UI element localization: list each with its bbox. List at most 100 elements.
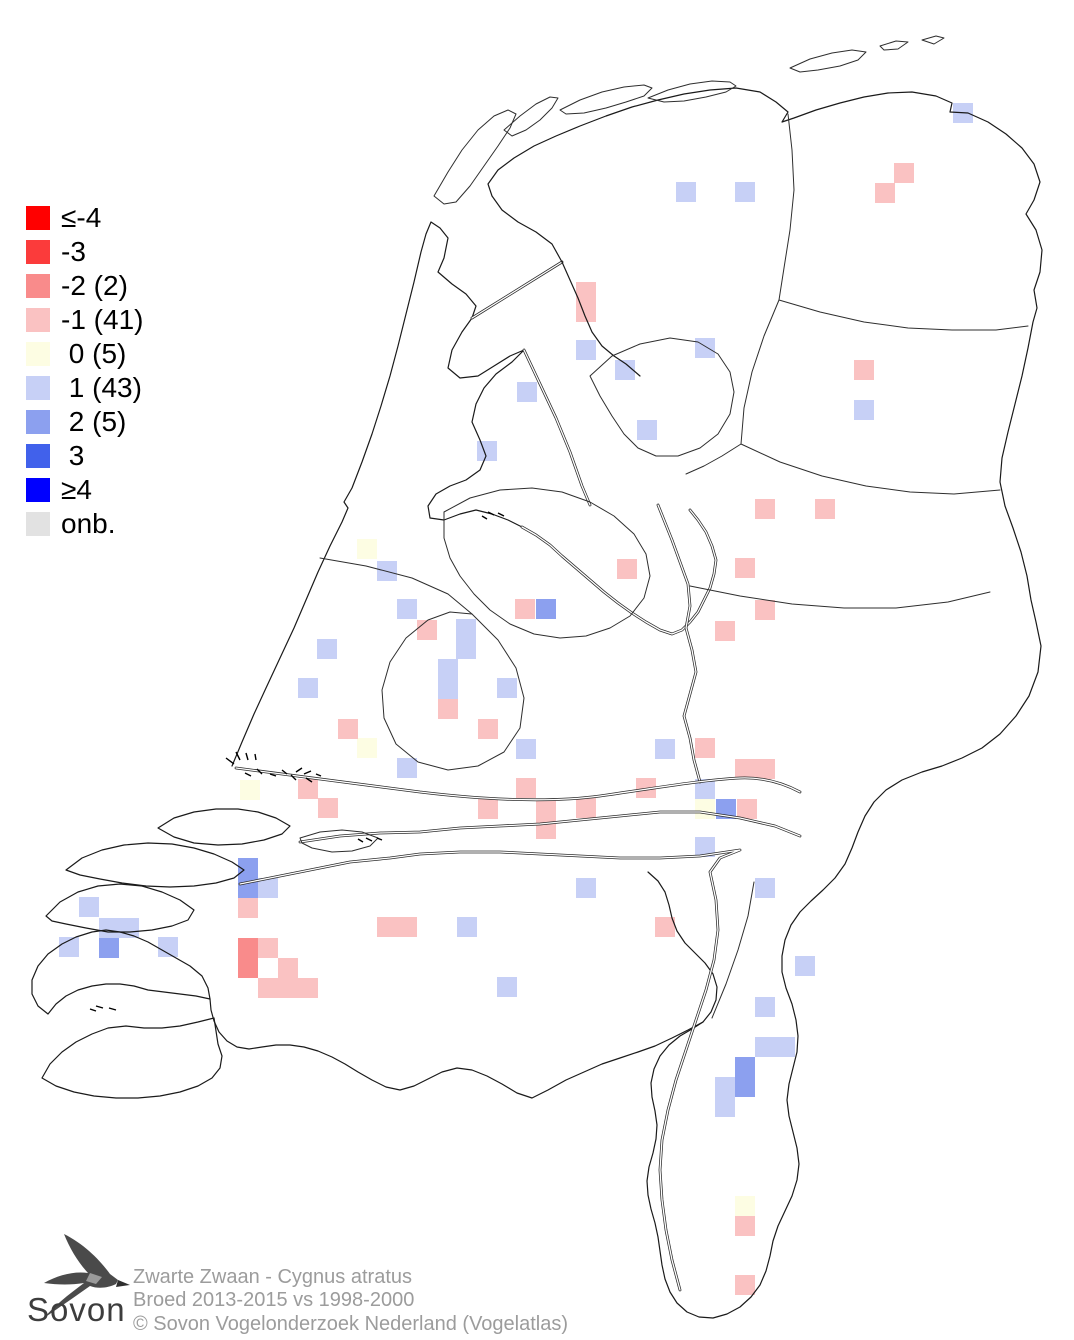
grid-cell (318, 798, 338, 818)
grid-cell (477, 441, 497, 461)
rotterdam-marks (244, 767, 322, 783)
grid-cell (735, 1057, 755, 1077)
grid-cell (397, 758, 417, 778)
grid-cell (755, 878, 775, 898)
grid-cell (536, 799, 556, 819)
grid-cell (655, 917, 675, 937)
province-borders (319, 113, 1029, 1019)
border-friesland-groningen (778, 113, 795, 301)
grid-cell (338, 719, 358, 739)
europoort-marks (225, 751, 257, 765)
grid-cell (695, 338, 715, 358)
legend-color-swatch (26, 240, 50, 264)
grid-cell (655, 739, 675, 759)
grid-cell (258, 938, 278, 958)
grid-cell (238, 938, 258, 958)
grid-cell (397, 917, 417, 937)
grid-squares (59, 103, 973, 1295)
grid-cell (438, 659, 458, 679)
grid-cell (735, 558, 755, 578)
grid-cell (298, 678, 318, 698)
grid-cell (258, 878, 278, 898)
legend-item-1: 1 (43) (26, 371, 143, 405)
legend-color-swatch (26, 308, 50, 332)
sovon-logo-text: Sovon (27, 1291, 126, 1328)
border-overijssel-gelderland (689, 585, 991, 609)
grid-cell (438, 679, 458, 699)
grid-cell (438, 699, 458, 719)
houtribdijk-inner (523, 349, 591, 506)
grid-cell (755, 1037, 775, 1057)
legend-color-swatch (26, 274, 50, 298)
grid-cell (735, 759, 755, 779)
grid-cell (676, 182, 696, 202)
legend-item-label: 2 (5) (61, 406, 127, 437)
grid-cell (695, 799, 715, 819)
grid-cell (238, 858, 258, 878)
caption-copyright: © Sovon Vogelonderzoek Nederland (Vogela… (133, 1312, 569, 1335)
grid-cell (735, 1196, 755, 1216)
grid-cell (516, 739, 536, 759)
legend-item-label: -1 (41) (61, 304, 144, 335)
grid-cell (576, 798, 596, 818)
grid-cell (298, 779, 318, 799)
grid-cell (478, 799, 498, 819)
coast-friesland-ijsselmeer (561, 261, 641, 377)
grid-cell (775, 1037, 795, 1057)
legend-color-swatch (26, 206, 50, 230)
grid-cell (377, 917, 397, 937)
island-ameland (647, 80, 737, 103)
legend-color-swatch (26, 444, 50, 468)
wadden-islands (433, 35, 945, 205)
grid-cell (497, 678, 517, 698)
zeeland-walcheren-beveland (31, 929, 211, 1015)
border-drenthe-overijssel (740, 443, 1001, 495)
river-ijssel-inner (657, 504, 701, 783)
river-waal-inner (299, 811, 801, 843)
grid-cell (695, 738, 715, 758)
grid-cell (238, 898, 258, 918)
sovon-logo (44, 1234, 130, 1318)
legend-item--2: -2 (2) (26, 269, 143, 303)
grid-cell (536, 599, 556, 619)
grid-cell (894, 163, 914, 183)
zeeuws-vlaanderen (41, 1017, 223, 1099)
zeeland-goeree (65, 842, 245, 888)
grid-cell (854, 400, 874, 420)
grid-cell (815, 499, 835, 519)
dordrecht-marks (357, 837, 383, 843)
grid-cell (456, 639, 476, 659)
legend-item-3: 3 (26, 439, 143, 473)
river-rijn-lek-inner (235, 767, 801, 801)
map-caption: Zwarte Zwaan - Cygnus atratus Broed 2013… (133, 1266, 568, 1336)
grid-cell (59, 937, 79, 957)
grid-cell (497, 977, 517, 997)
legend-item-0: 0 (5) (26, 337, 143, 371)
grid-cell (735, 182, 755, 202)
legend-item-<=-4: ≤-4 (26, 201, 143, 235)
map-outline (31, 35, 1043, 1319)
grid-cell (735, 1275, 755, 1295)
island-texel (433, 109, 517, 205)
noordoostpolder (589, 337, 735, 457)
grid-cell (99, 938, 119, 958)
legend-item-label: 3 (61, 440, 85, 471)
grid-cell (417, 620, 437, 640)
grid-cell (695, 837, 715, 857)
grid-cell (517, 382, 537, 402)
swallow-icon (44, 1234, 130, 1318)
vlissingen-marks (89, 1005, 117, 1012)
border-brabant-limburg (711, 881, 755, 1019)
border-friesland-overijssel (685, 443, 742, 475)
grid-cell (478, 719, 498, 739)
border-utrecht (381, 611, 525, 771)
coastline-north-east (487, 87, 1043, 1319)
legend-color-swatch (26, 478, 50, 502)
grid-cell (515, 599, 535, 619)
legend-color-swatch (26, 342, 50, 366)
legend-item-2: 2 (5) (26, 405, 143, 439)
caption-species: Zwarte Zwaan - Cygnus atratus (133, 1266, 412, 1288)
legend-item-label: -3 (61, 236, 86, 267)
legend-item-label: 1 (43) (61, 372, 142, 403)
